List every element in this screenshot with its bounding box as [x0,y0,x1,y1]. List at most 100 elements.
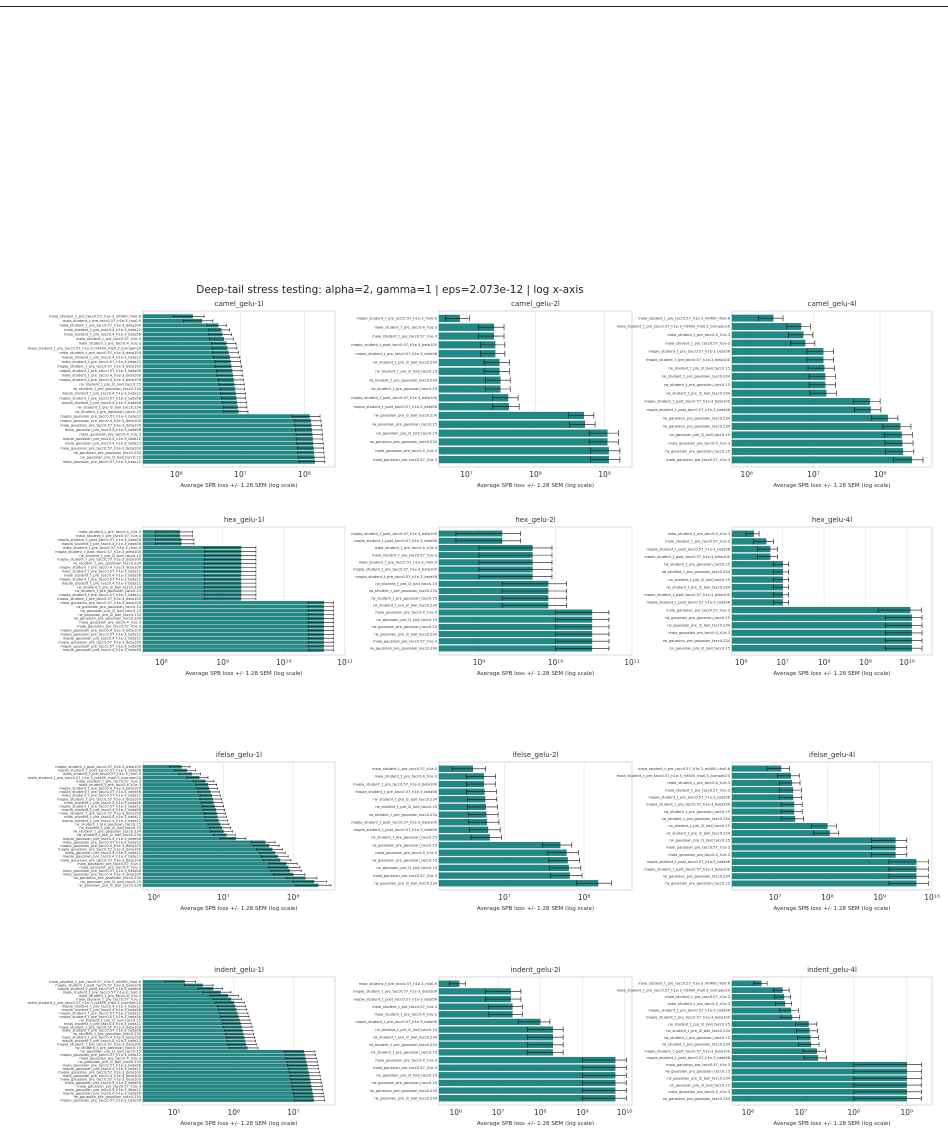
y-tick-label: mapla_student_t_pre_tacc0.4_h1e-3_beta12 [62,392,141,396]
bar [142,459,315,464]
x-tick-label: 10⁹ [216,658,229,667]
y-tick-label: mala_gaussian_pre_tacc0.57_h1e-3 [373,458,437,462]
y-tick-label: mapla_student_t_pre_tacc0.57_h1e-3_beta1… [646,358,731,362]
y-tick-label: mala_student_t_pre_tacc0.57_h1e-3_mt400_… [28,346,142,350]
x-tick-label: 10⁸ [529,470,542,479]
bar [142,640,324,644]
y-tick-label: rw_gaussian_pre_gaussian_tacc0.234 [370,440,438,444]
bar [142,601,324,605]
bar [142,1067,308,1071]
x-tick-label: 10¹⁰ [899,658,915,667]
y-tick-label: mapla_student_t_pre_tacc0.57_h1e-3_beta5… [648,350,730,354]
bar [142,455,315,460]
y-tick-label: mala_student_t_pre_tacc0.4_h1e-3_beta56 [64,573,142,577]
bar [438,455,609,464]
bar [142,616,324,621]
y-tick-label: mapla_student_t_post_tacc0.57_h1e-3_beta… [647,1056,731,1060]
y-tick-label: mapla_student_t_pre_tacc0.57_h1e-3_beta1… [57,1043,142,1047]
y-tick-label: mapla_gaussian_pre_tacc0.4_h1e-3_beta56 [63,1091,142,1095]
y-tick-label: rw_gaussian_pre_gaussian_tacc0.15 [665,1070,730,1074]
x-tick-label: 10¹¹ [624,658,640,667]
y-tick-label: mala_student_t_pre_tacc0.57_h1e-3_beta10… [59,812,141,816]
y-tick-label: mapla_student_t_pre_tacc0.57_h1e-3_beta1… [57,364,142,368]
y-tick-label: mala_gaussian_pre_tacc0.57_h1e-3 [373,874,437,878]
y-tick-label: mala_student_t_pre_tacc0.4_h1e-3 [667,333,730,337]
y-tick-label: rw_student_t_pre_gaussian_tacc0.234 [369,813,438,817]
y-tick-label: mala_gaussian_pre_tacc0.4_h1e-3 [79,621,141,625]
y-tick-label: mapla_student_t_post_tacc0.57_h1e-3_beta… [647,860,731,864]
y-tick-label: rw_gaussian_pre_gaussian_tacc0.15 [665,882,730,886]
y-tick-label: rw_student_t_pre_l2_ball_tacc0.15 [79,383,141,387]
subplot-ifelse_gelu-2l: 10⁷ 10⁸ mala_student_t_pre_tacc0.57_h1e-3m… [351,751,633,912]
y-tick-label: rw_gaussian_pre_gaussian_tacc0.234 [74,1095,142,1099]
y-tick-label: mala_student_t_pre_tacc0.57_h1e-3_mt400_… [638,316,731,320]
y-tick-label: mala_student_t_pre_tacc0.57_h1e-3_mt400_… [49,314,142,318]
y-tick-label: rw_gaussian_pre_l2_ball_tacc0.15 [669,839,730,843]
y-tick-label: rw_student_t_pre_gaussian_tacc0.15 [75,822,141,826]
y-tick-label: mala_student_t_pre_tacc0.57_h1e-3 [76,534,141,538]
y-tick-label: mapla_gaussian_pre_tacc0.57_h1e-3_beta12 [60,1053,141,1057]
x-axis-label: Average SPB loss +/- 1.28 SEM (log scale… [773,483,890,489]
bar [142,854,278,859]
y-tick-label: rw_gaussian_pre_gaussian_tacc0.234 [663,1097,731,1101]
y-tick-label: rw_student_t_pre_gaussian_tacc0.234 [369,1043,438,1047]
x-tick-label: 10⁷ [769,893,782,902]
y-tick-label: mala_student_t_pre_tacc0.57_h1e-3_beta12 [62,360,141,364]
y-tick-label: rw_student_t_pre_gaussian_tacc0.15 [75,410,141,414]
x-tick-label: 10⁵ [168,1108,181,1117]
y-tick-label: mala_student_t_pre_tacc0.57_h1e-3_mt400_… [617,325,731,329]
x-axis-label: Average SPB loss +/- 1.28 SEM (log scale… [477,906,594,912]
y-tick-label: rw_student_t_pre_l2_ball_tacc0.15 [375,805,437,809]
y-tick-label: mala_student_t_pre_tacc0.57_h1e-3_mt400_… [617,988,731,992]
bar [142,414,310,419]
y-tick-label: rw_gaussian_pre_gaussian_tacc0.234 [74,617,142,621]
y-tick-label: rw_student_t_pre_gaussian_tacc0.234 [662,375,731,379]
y-tick-label: mala_gaussian_pre_tacc0.4_h1e-3_beta12 [65,851,141,855]
y-tick-label: mala_student_t_pre_tacc0.4_h1e-3 [667,1002,730,1006]
y-tick-label: rw_student_t_pre_gaussian_tacc0.15 [371,836,437,840]
bar [438,447,609,455]
x-tick-label: 10⁷ [498,893,511,902]
bar [731,844,896,851]
y-tick-label: rw_gaussian_pre_l2_ball_tacc0.15 [80,609,141,613]
bar [142,858,281,862]
subplot-title: camel_gelu-1l [215,300,264,308]
y-tick-label: mapla_gaussian_pre_tacc0.57_h1e-3_beta12 [60,414,141,418]
x-tick-label: 10⁸ [848,1108,861,1117]
y-tick-label: rw_student_t_pre_gaussian_tacc0.234 [662,1043,731,1047]
x-tick-label: 10⁶ [148,893,161,902]
y-tick-label: rw_student_t_pre_l2_ball_tacc0.15 [668,1022,730,1026]
y-tick-label: rw_gaussian_pre_l2_ball_tacc0.234 [78,613,142,617]
bar [142,427,312,432]
bar [142,1077,311,1081]
y-tick-label: mala_student_t_pre_tacc0.4_h1e-3 [374,1013,437,1017]
y-tick-label: mala_gaussian_pre_tacc0.57_h1e-3 [77,625,141,629]
y-tick-label: mala_gaussian_pre_tacc0.57_h1e-3 [77,1085,141,1089]
x-tick-label: 10⁷ [460,470,473,479]
bar [142,644,324,648]
bar [142,844,270,848]
bar [142,862,287,866]
bar [731,439,903,447]
y-tick-label: mala_student_t_pre_tacc0.57_h1e-3 [665,788,730,792]
y-tick-label: mapla_student_t_pre_tacc0.4_h1e-3_beta12 [62,581,141,585]
y-tick-label: rw_student_t_pre_gaussian_tacc0.234 [662,817,731,821]
y-tick-label: mapla_gaussian_pre_tacc0.57_h1e-3_beta56 [60,644,141,648]
bar [142,851,276,855]
x-tick-label: 10⁸ [534,1108,547,1117]
bar [142,872,294,876]
y-tick-label: mala_gaussian_pre_tacc0.4_h1e-3_beta100 [63,873,142,877]
bar [142,605,324,609]
y-tick-label: mala_gaussian_pre_tacc0.57_h1e-3 [666,1063,730,1067]
y-tick-label: rw_student_t_pre_l2_ball_tacc0.234 [666,1029,731,1033]
bar [142,628,324,633]
y-tick-label: mapla_student_t_pre_tacc0.57_h1e-3_beta1… [57,597,142,601]
y-tick-label: rw_gaussian_pre_l2_ball_tacc0.15 [80,1050,141,1054]
y-tick-label: mala_student_t_pre_tacc0.57_h1e-3_mt400_… [638,982,731,986]
x-tick-label: 10⁷ [795,1108,808,1117]
x-tick-label: 10¹⁰ [617,1108,633,1117]
x-axis-label: Average SPB loss +/- 1.28 SEM (log scale… [773,1121,890,1127]
y-tick-label: mapla_student_t_post_tacc0.57_h1e-3_beta… [354,539,438,543]
y-tick-label: mala_student_t_pre_tacc0.57_h1e-3_beta12 [62,794,141,798]
bar [731,637,912,644]
